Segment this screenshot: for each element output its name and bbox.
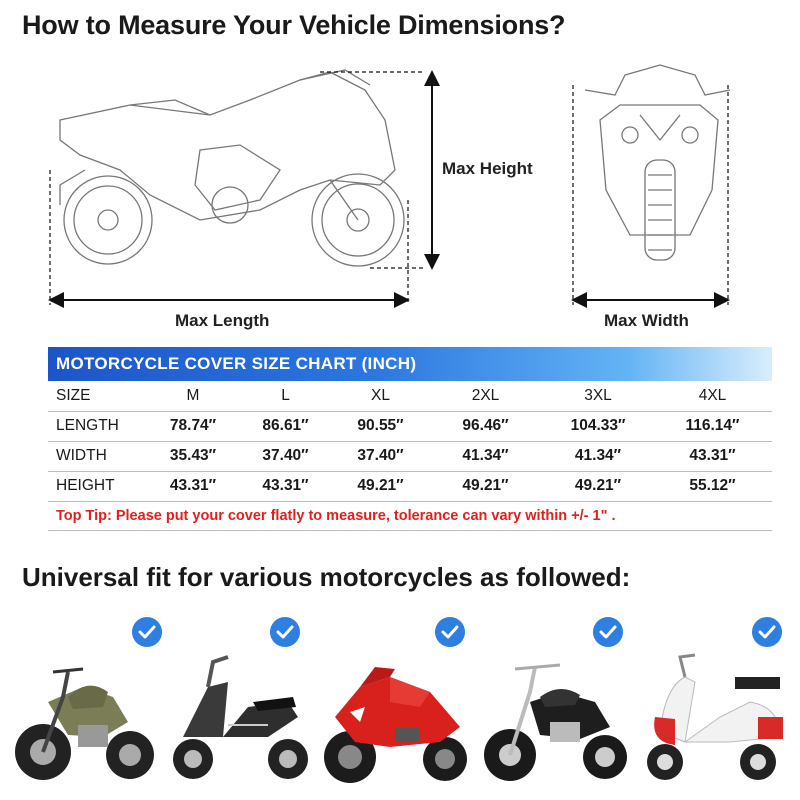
size-header-cell: L [238, 381, 333, 412]
table-cell: 49.21″ [333, 471, 428, 502]
measurement-diagram: Max Height Max Length Max Width [0, 60, 800, 350]
row-label-length: LENGTH [48, 411, 148, 442]
page-title-fit: Universal fit for various motorcycles as… [22, 562, 631, 592]
table-cell: 41.34″ [428, 441, 543, 472]
check-icon [132, 617, 162, 647]
table-cell: 43.31″ [653, 441, 772, 472]
table-cell: 37.40″ [333, 441, 428, 472]
max-width-label: Max Width [604, 311, 689, 330]
motorcycle-outline-illustration [48, 64, 731, 308]
page-title-measure: How to Measure Your Vehicle Dimensions? [22, 10, 566, 40]
chopper-image [480, 612, 630, 800]
table-cell: 96.46″ [428, 411, 543, 442]
table-cell: 55.12″ [653, 471, 772, 502]
table-cell: 41.34″ [543, 441, 653, 472]
vintage-scooter-image [640, 612, 790, 800]
check-icon [593, 617, 623, 647]
table-cell: 90.55″ [333, 411, 428, 442]
row-label-width: WIDTH [48, 441, 148, 472]
table-cell: 43.31″ [238, 471, 333, 502]
size-header-cell: 2XL [428, 381, 543, 412]
size-header-row: SIZE M L XL 2XL 3XL 4XL [48, 381, 772, 412]
size-header-cell: 3XL [543, 381, 653, 412]
table-cell: 49.21″ [543, 471, 653, 502]
side-view-motorcycle [59, 69, 405, 267]
check-icon [752, 617, 782, 647]
max-height-label: Max Height [442, 159, 533, 178]
front-view-motorcycle [584, 64, 731, 261]
check-icon [270, 617, 300, 647]
table-cell: 116.14″ [653, 411, 772, 442]
table-row-height: HEIGHT 43.31″ 43.31″ 49.21″ 49.21″ 49.21… [48, 471, 772, 502]
table-row-width: WIDTH 35.43″ 37.40″ 37.40″ 41.34″ 41.34″… [48, 441, 772, 472]
divider [48, 530, 772, 531]
scooter-image [168, 612, 318, 800]
table-cell: 78.74″ [148, 411, 238, 442]
table-row-length: LENGTH 78.74″ 86.61″ 90.55″ 96.46″ 104.3… [48, 411, 772, 442]
table-cell: 43.31″ [148, 471, 238, 502]
table-cell: 49.21″ [428, 471, 543, 502]
size-header-cell: M [148, 381, 238, 412]
size-chart-title: MOTORCYCLE COVER SIZE CHART (INCH) [48, 347, 772, 381]
top-tip-note: Top Tip: Please put your cover flatly to… [56, 508, 616, 524]
size-header-label: SIZE [48, 381, 148, 412]
table-cell: 104.33″ [543, 411, 653, 442]
table-cell: 86.61″ [238, 411, 333, 442]
check-icon [435, 617, 465, 647]
table-cell: 35.43″ [148, 441, 238, 472]
max-length-label: Max Length [175, 311, 270, 330]
compatible-motorcycles-gallery [0, 612, 800, 800]
cruiser-motorcycle-image [8, 612, 162, 800]
size-header-cell: XL [333, 381, 428, 412]
row-label-height: HEIGHT [48, 471, 148, 502]
sport-bike-image [320, 612, 470, 800]
size-chart-table: SIZE M L XL 2XL 3XL 4XL LENGTH 78.74″ 86… [48, 381, 772, 502]
size-header-cell: 4XL [653, 381, 772, 412]
table-cell: 37.40″ [238, 441, 333, 472]
